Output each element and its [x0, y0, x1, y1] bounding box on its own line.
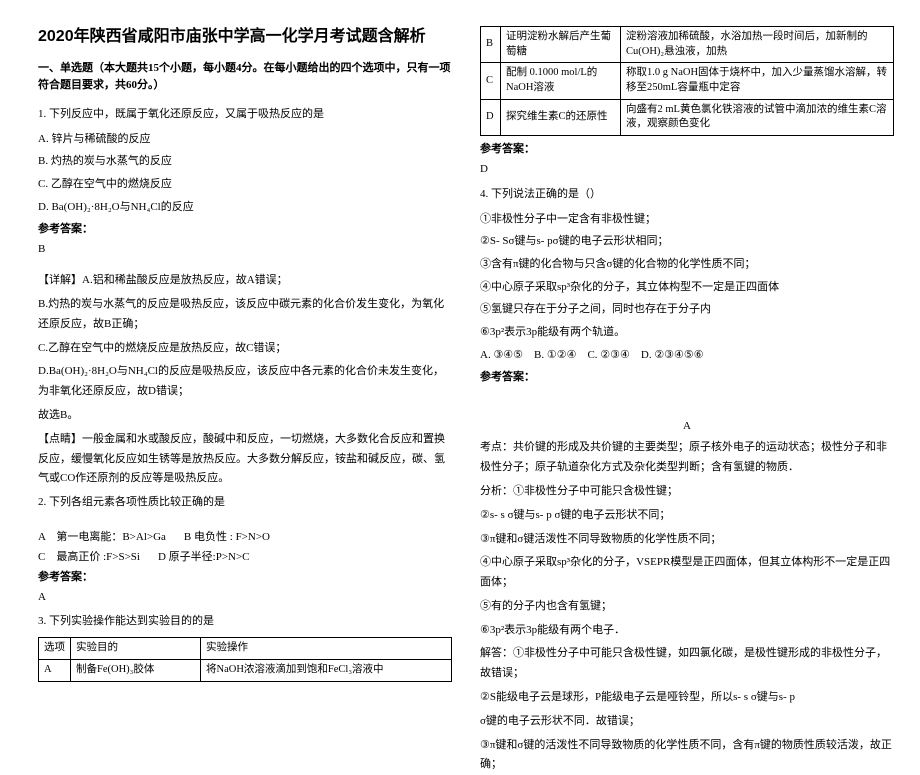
q3-a3: 将NaOH浓溶液滴加到饱和FeCl₃溶液中 — [201, 659, 452, 681]
q4-o4: ④中心原子采取sp³杂化的分子，其立体构型不一定是正四面体 — [480, 278, 894, 297]
q4-ans-label: 参考答案： — [480, 368, 894, 384]
q1-exp5: 故选B。 — [38, 406, 452, 426]
q4-o6: ⑥3p²表示3p能级有两个轨道。 — [480, 323, 894, 342]
q3-d2: 探究维生素C的还原性 — [501, 99, 621, 135]
q3-c1: C — [481, 63, 501, 99]
q1-exp3: C.乙醇在空气中的燃烧反应是放热反应，故C错误； — [38, 339, 452, 359]
q4-stem: 4. 下列说法正确的是（） — [480, 185, 894, 204]
q2-ans: A — [38, 588, 452, 607]
q2-opt-b: B 电负性 : F>N>O — [184, 528, 270, 544]
q4-e3: ③π键和σ键活泼性不同导致物质的化学性质不同； — [480, 530, 894, 550]
q4-opts: A. ③④⑤ B. ①②④ C. ②③④ D. ②③④⑤⑥ — [480, 346, 894, 365]
page-title: 2020年陕西省咸阳市庙张中学高一化学月考试题含解析 — [38, 22, 452, 46]
q4-o5: ⑤氢键只存在于分子之间，同时也存在于分子内 — [480, 300, 894, 319]
q3-table-cont: B 证明淀粉水解后产生葡萄糖 淀粉溶液加稀硫酸，水浴加热一段时间后，加新制的Cu… — [480, 26, 894, 136]
q3-stem: 3. 下列实验操作能达到实验目的的是 — [38, 612, 452, 631]
q3-ans: D — [480, 160, 894, 179]
q3-c2: 配制 0.1000 mol/L的NaOH溶液 — [501, 63, 621, 99]
q4-s3: σ键的电子云形状不同．故错误； — [480, 712, 894, 732]
q1-opt-b: B. 灼热的炭与水蒸气的反应 — [38, 152, 452, 171]
q2-stem: 2. 下列各组元素各项性质比较正确的是 — [38, 493, 452, 512]
q3-a1: A — [39, 659, 71, 681]
q2-opt-c: C 最高正价 :F>S>Si — [38, 548, 140, 564]
q2-opt-a: A 第一电离能：B>Al>Ga — [38, 528, 166, 544]
q3-ans-label: 参考答案： — [480, 140, 894, 156]
q4-e4: ④中心原子采取sp³杂化的分子，VSEPR模型是正四面体，但其立体构形不一定是正… — [480, 553, 894, 593]
q1-opt-a: A. 锌片与稀硫酸的反应 — [38, 130, 452, 149]
q1-ans-label: 参考答案： — [38, 220, 452, 236]
q4-fx: 分析：①非极性分子中可能只含极性键； — [480, 482, 894, 502]
q3-b3: 淀粉溶液加稀硫酸，水浴加热一段时间后，加新制的Cu(OH)₂悬浊液，加热 — [621, 27, 894, 63]
q4-e6: ⑥3p²表示3p能级有两个电子． — [480, 621, 894, 641]
q1-exp6: 【点睛】一般金属和水或酸反应，酸碱中和反应，一切燃烧，大多数化合反应和置换反应，… — [38, 430, 452, 489]
q4-ans: A — [480, 420, 894, 432]
q3-h1: 选项 — [39, 638, 71, 660]
q4-kp: 考点：共价键的形成及共价键的主要类型；原子核外电子的运动状态；极性分子和非极性分… — [480, 438, 894, 478]
q4-o3: ③含有π键的化合物与只含σ键的化合物的化学性质不同； — [480, 255, 894, 274]
q4-e2: ②s- s σ键与s- p σ键的电子云形状不同； — [480, 506, 894, 526]
q1-opt-c: C. 乙醇在空气中的燃烧反应 — [38, 175, 452, 194]
q3-a2: 制备Fe(OH)₃胶体 — [71, 659, 201, 681]
q2-ans-label: 参考答案： — [38, 568, 452, 584]
q3-h3: 实验操作 — [201, 638, 452, 660]
q3-h2: 实验目的 — [71, 638, 201, 660]
q3-b2: 证明淀粉水解后产生葡萄糖 — [501, 27, 621, 63]
q3-b1: B — [481, 27, 501, 63]
q1-stem: 1. 下列反应中，既属于氧化还原反应，又属于吸热反应的是 — [38, 105, 452, 124]
q3-d3: 向盛有2 mL黄色氯化铁溶液的试管中滴加浓的维生素C溶液，观察颜色变化 — [621, 99, 894, 135]
q4-s1: 解答：①非极性分子中可能只含极性键，如四氯化碳，是极性键形成的非极性分子，故错误… — [480, 644, 894, 684]
q1-exp1: 【详解】A.铝和稀盐酸反应是放热反应，故A错误； — [38, 271, 452, 291]
q1-opt-d: D. Ba(OH)₂·8H₂O与NH₄Cl的反应 — [38, 198, 452, 217]
q4-o2: ②S- Sσ键与s- pσ键的电子云形状相同； — [480, 232, 894, 251]
q3-c3: 称取1.0 g NaOH固体于烧杯中，加入少量蒸馏水溶解，转移至250mL容量瓶… — [621, 63, 894, 99]
section-header: 一、单选题（本大题共15个小题，每小题4分。在每小题给出的四个选项中，只有一项符… — [38, 60, 452, 93]
q4-s4: ③π键和σ键的活泼性不同导致物质的化学性质不同，含有π键的物质性质较活泼，故正确… — [480, 736, 894, 775]
q4-e5: ⑤有的分子内也含有氢键； — [480, 597, 894, 617]
q3-table: 选项 实验目的 实验操作 A 制备Fe(OH)₃胶体 将NaOH浓溶液滴加到饱和… — [38, 637, 452, 681]
q1-ans: B — [38, 240, 452, 259]
q2-opt-d: D 原子半径:P>N>C — [158, 548, 250, 564]
q3-d1: D — [481, 99, 501, 135]
q1-exp2: B.灼热的炭与水蒸气的反应是吸热反应，该反应中碳元素的化合价发生变化，为氧化还原… — [38, 295, 452, 335]
q4-s2: ②S能级电子云是球形，P能级电子云是哑铃型，所以s- s σ键与s- p — [480, 688, 894, 708]
q4-o1: ①非极性分子中一定含有非极性键； — [480, 210, 894, 229]
q1-exp4: D.Ba(OH)₂·8H₂O与NH₄Cl的反应是吸热反应，该反应中各元素的化合价… — [38, 362, 452, 402]
watermark — [480, 392, 894, 412]
